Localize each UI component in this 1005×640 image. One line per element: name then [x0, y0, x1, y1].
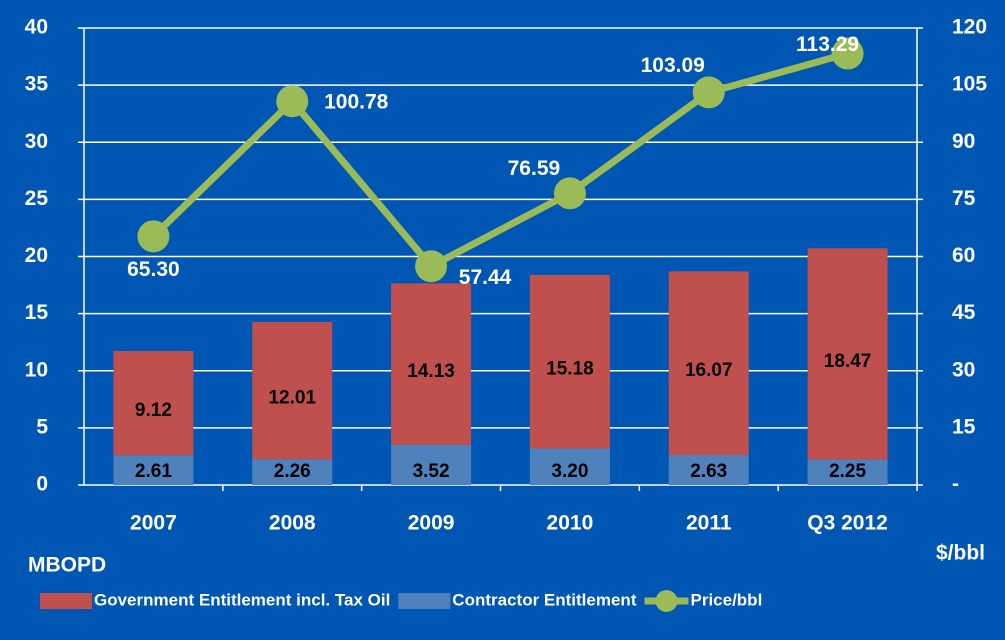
y-tick-label: 25 — [25, 187, 49, 210]
data-label: 113.29 — [796, 33, 859, 56]
line-marker — [276, 85, 309, 118]
legend-marker — [655, 590, 678, 612]
y2-tick-label: 60 — [952, 244, 975, 267]
data-label: 65.30 — [127, 258, 180, 281]
y2-tick-label: 30 — [952, 358, 975, 381]
y-tick-label: 20 — [25, 244, 48, 267]
x-tick-label: 2008 — [269, 512, 316, 535]
legend-label: Price/bbl — [690, 590, 762, 609]
legend-label: Contractor Entitlement — [452, 590, 637, 609]
data-label: 3.20 — [551, 461, 588, 482]
legend-swatch — [398, 593, 451, 609]
line-marker — [415, 250, 448, 283]
line-marker — [137, 220, 170, 253]
line-marker — [692, 76, 725, 109]
y-tick-label: 15 — [25, 301, 49, 324]
data-label: 2.26 — [274, 461, 311, 482]
legend-label: Government Entitlement incl. Tax Oil — [94, 590, 390, 609]
legend-swatch — [40, 593, 92, 609]
data-label: 12.01 — [268, 388, 316, 409]
x-tick-label: 2009 — [408, 512, 455, 535]
y-tick-label: 10 — [25, 358, 48, 381]
data-label: 14.13 — [407, 361, 455, 382]
bar-segment — [807, 248, 888, 460]
y-tick-label: 5 — [36, 415, 48, 438]
bar-segment — [668, 454, 749, 485]
data-label: 9.12 — [135, 400, 172, 421]
data-label: 57.44 — [459, 266, 512, 289]
x-tick-label: 2010 — [547, 512, 594, 535]
line — [150, 50, 849, 271]
line-marker — [831, 37, 864, 70]
bar-segment — [391, 283, 472, 445]
y-tick-label: 40 — [25, 16, 48, 39]
x-tick-label: 2007 — [130, 512, 177, 535]
data-label: 18.47 — [824, 351, 872, 372]
y2-tick-label: 15 — [952, 415, 976, 438]
y2-tick-label: 75 — [952, 187, 976, 210]
data-label: 100.78 — [324, 91, 389, 114]
x-tick-label: 2011 — [686, 512, 732, 535]
y2-tick-label: 105 — [952, 73, 987, 96]
data-label: 3.52 — [413, 461, 450, 482]
bar-segment — [391, 444, 472, 485]
y-axis-label: MBOPD — [28, 554, 106, 577]
x-tick-label: Q3 2012 — [807, 512, 888, 535]
y2-tick-label: 120 — [952, 16, 987, 39]
bar-segment — [529, 448, 610, 485]
data-label: 2.25 — [829, 461, 866, 482]
y-tick-label: 35 — [25, 73, 49, 96]
bar-segment — [807, 459, 888, 485]
data-label: 15.18 — [546, 359, 594, 380]
y-tick-label: 0 — [36, 473, 48, 496]
line-marker — [553, 177, 586, 210]
bar-segment — [529, 275, 610, 449]
bar-segment — [113, 350, 194, 456]
y2-tick-label: 45 — [952, 301, 976, 324]
y2-tick-label: - — [952, 473, 959, 496]
bar-segment — [113, 455, 194, 485]
data-label: 16.07 — [685, 360, 733, 381]
data-label: 103.09 — [641, 54, 705, 77]
data-label: 76.59 — [508, 157, 561, 180]
bar-segment — [252, 459, 333, 485]
y-tick-label: 30 — [25, 130, 48, 153]
bar-segment — [252, 321, 333, 460]
y2-tick-label: 90 — [952, 130, 975, 153]
data-label: 2.61 — [135, 461, 172, 482]
data-label: 2.63 — [690, 461, 727, 482]
bar-segment — [668, 271, 749, 455]
y2-axis-label: $/bbl — [936, 542, 985, 565]
